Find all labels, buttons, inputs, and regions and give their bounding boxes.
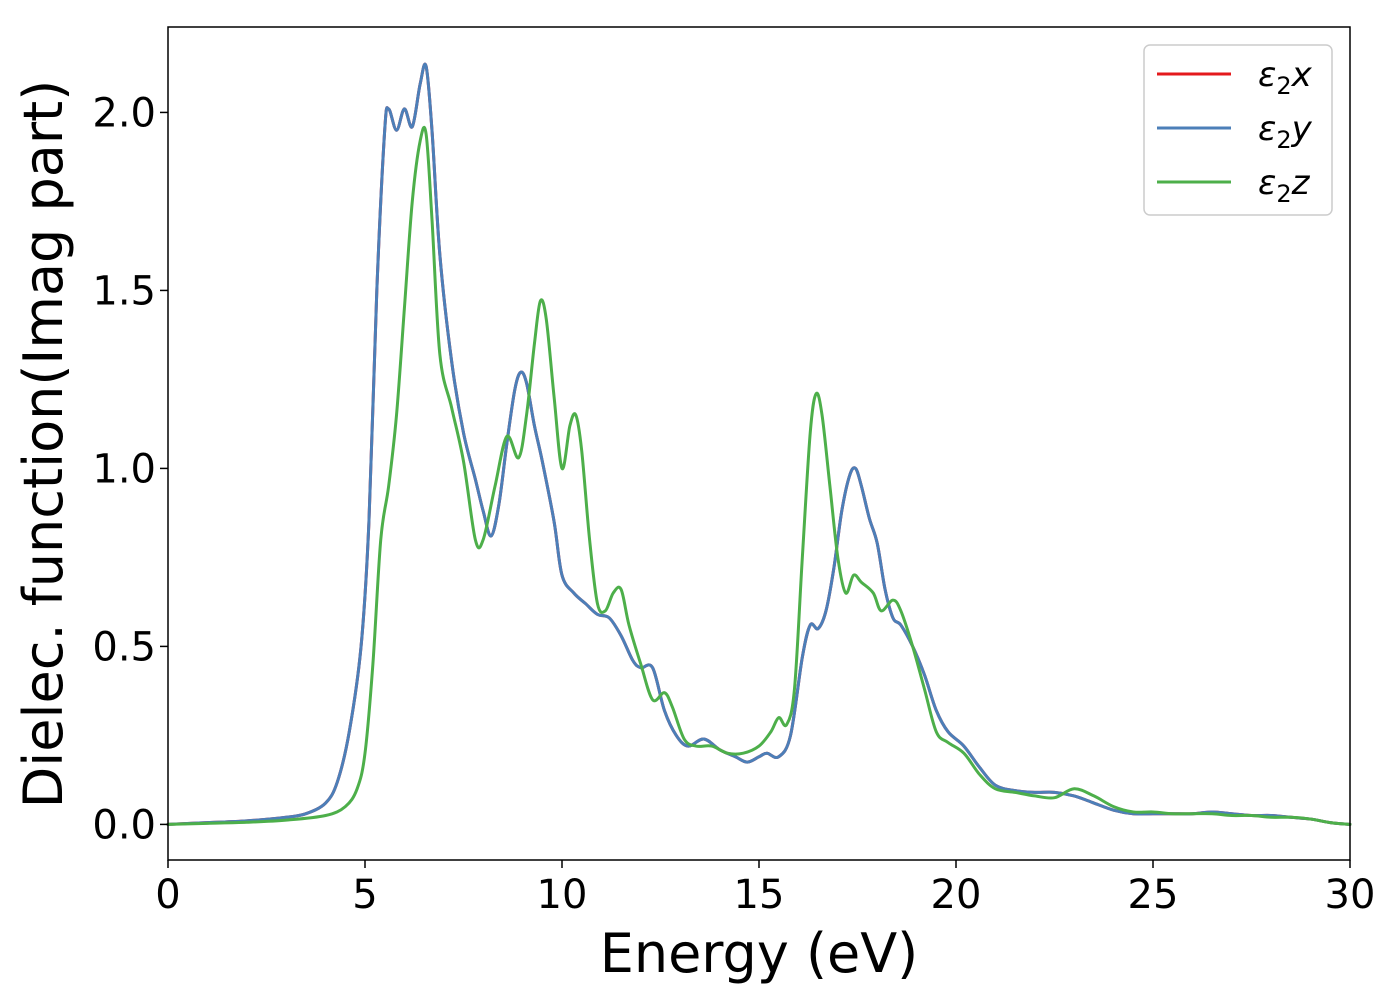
y-tick-label: 0.0 bbox=[92, 802, 156, 848]
x-tick-label: 20 bbox=[931, 872, 982, 918]
series-line-z bbox=[166, 125, 1352, 826]
series-layer bbox=[166, 62, 1352, 826]
legend-label-y: ε2y bbox=[1258, 109, 1313, 154]
x-axis-label: Energy (eV) bbox=[600, 922, 919, 985]
y-tick-label: 0.5 bbox=[92, 624, 156, 670]
x-tick-label: 5 bbox=[352, 872, 377, 918]
legend-items: ε2x ε2y ε2z bbox=[1157, 55, 1313, 208]
x-tick-label: 30 bbox=[1325, 872, 1376, 918]
x-tick-label: 25 bbox=[1128, 872, 1179, 918]
y-axis-ticks: 0.0 0.5 1.0 1.5 2.0 bbox=[92, 90, 168, 848]
x-axis-ticks: 0 5 10 15 20 25 30 bbox=[155, 860, 1375, 918]
y-tick-label: 1.5 bbox=[92, 268, 156, 314]
legend: ε2x ε2y ε2z bbox=[1143, 44, 1333, 216]
series-line-y bbox=[166, 62, 1352, 826]
legend-frame bbox=[1143, 44, 1333, 216]
y-axis-label: Dielec. function(Imag part) bbox=[12, 80, 75, 809]
y-tick-label: 1.0 bbox=[92, 446, 156, 492]
legend-label-x: ε2x bbox=[1258, 55, 1313, 100]
x-tick-label: 0 bbox=[155, 872, 180, 918]
x-tick-label: 10 bbox=[537, 872, 588, 918]
x-tick-label: 15 bbox=[734, 872, 785, 918]
y-tick-label: 2.0 bbox=[92, 90, 156, 136]
legend-label-z: ε2z bbox=[1258, 163, 1311, 208]
